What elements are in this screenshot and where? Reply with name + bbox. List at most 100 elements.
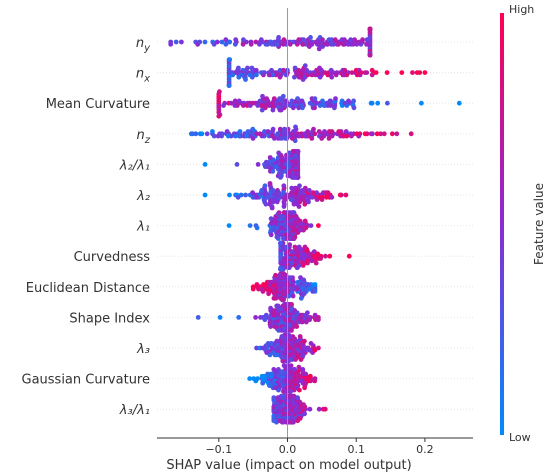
shap-point (285, 126, 291, 132)
shap-point (263, 41, 269, 47)
shap-point (260, 345, 266, 351)
shap-point (301, 37, 306, 43)
shap-point (351, 98, 356, 104)
shap-point (389, 131, 395, 137)
feature-label-sub: z (144, 135, 151, 146)
colorbar-low-label: Low (509, 431, 531, 444)
shap-point (334, 41, 340, 47)
shap-point (307, 100, 313, 106)
shap-point (300, 188, 305, 193)
shap-point (294, 324, 300, 329)
shap-point (273, 272, 278, 278)
shap-point (269, 41, 275, 47)
shap-point (281, 210, 287, 216)
shap-point (368, 131, 374, 137)
shap-point (270, 168, 276, 174)
shap-point (362, 70, 368, 75)
shap-point (305, 129, 311, 134)
shap-point (287, 275, 293, 280)
shap-point (247, 223, 253, 229)
shap-point (243, 192, 249, 198)
shap-point (369, 67, 375, 73)
shap-point (352, 37, 357, 43)
shap-point (309, 72, 315, 78)
shap-point (296, 105, 302, 111)
shap-point (302, 63, 308, 69)
shap-point (325, 72, 331, 78)
shap-point (282, 168, 288, 174)
shap-point (253, 67, 259, 73)
shap-point (262, 373, 267, 379)
shap-point (297, 399, 303, 405)
shap-point (323, 253, 328, 259)
feature-label: λ₁ (136, 220, 150, 235)
shap-point (274, 41, 280, 47)
shap-point (249, 65, 255, 71)
shap-point (344, 72, 350, 78)
shap-point (317, 194, 323, 200)
shap-point (272, 352, 278, 358)
shap-point (292, 244, 298, 250)
shap-point (279, 419, 285, 425)
shap-point (238, 72, 244, 78)
shap-point (247, 376, 253, 381)
shap-point (254, 194, 260, 200)
shap-point (300, 105, 305, 111)
shap-point (227, 57, 233, 62)
shap-point (289, 305, 295, 311)
shap-point (168, 41, 174, 47)
shap-point (277, 272, 283, 278)
shap-point (254, 225, 260, 231)
shap-point (302, 338, 307, 344)
shap-point (306, 282, 311, 287)
shap-point (301, 227, 306, 233)
shap-point (279, 232, 285, 238)
shap-point (255, 162, 261, 167)
shap-point (367, 26, 373, 32)
shap-point (326, 37, 332, 43)
shap-point (253, 39, 259, 45)
shap-point (295, 96, 300, 101)
shap-point (298, 295, 304, 301)
shap-point (292, 175, 298, 180)
shap-point (260, 289, 266, 294)
shap-point (223, 37, 229, 43)
shap-point (281, 183, 287, 189)
shap-point (289, 98, 295, 104)
shap-point (227, 39, 233, 45)
shap-point (292, 74, 297, 80)
shap-point (306, 286, 312, 292)
shap-point (291, 393, 297, 399)
shap-point (271, 367, 277, 372)
shap-point (298, 74, 304, 80)
shap-point (269, 133, 275, 139)
shap-point (290, 293, 296, 299)
shap-point (369, 100, 375, 106)
shap-point (288, 363, 294, 368)
shap-point (270, 199, 276, 205)
shap-point (254, 72, 259, 78)
shap-point (268, 305, 273, 311)
shap-point (297, 334, 303, 339)
shap-point (297, 218, 303, 224)
shap-point (309, 136, 315, 141)
shap-point (289, 185, 295, 191)
shap-point (298, 197, 304, 203)
shap-point (281, 67, 286, 73)
shap-point (306, 199, 311, 205)
colorbar-high-label: High (509, 3, 534, 16)
shap-point (289, 328, 294, 333)
shap-point (270, 126, 276, 132)
feature-label: λ₂/λ₁ (119, 158, 150, 173)
shap-point (278, 136, 284, 141)
shap-point (226, 223, 232, 229)
shap-point (278, 295, 283, 301)
shap-point (288, 197, 294, 203)
shap-point (326, 136, 332, 141)
shap-point (280, 41, 286, 47)
feature-label: λ₂ (136, 189, 150, 204)
shap-point (408, 131, 414, 137)
shap-point (300, 367, 306, 372)
shap-point (414, 70, 420, 75)
